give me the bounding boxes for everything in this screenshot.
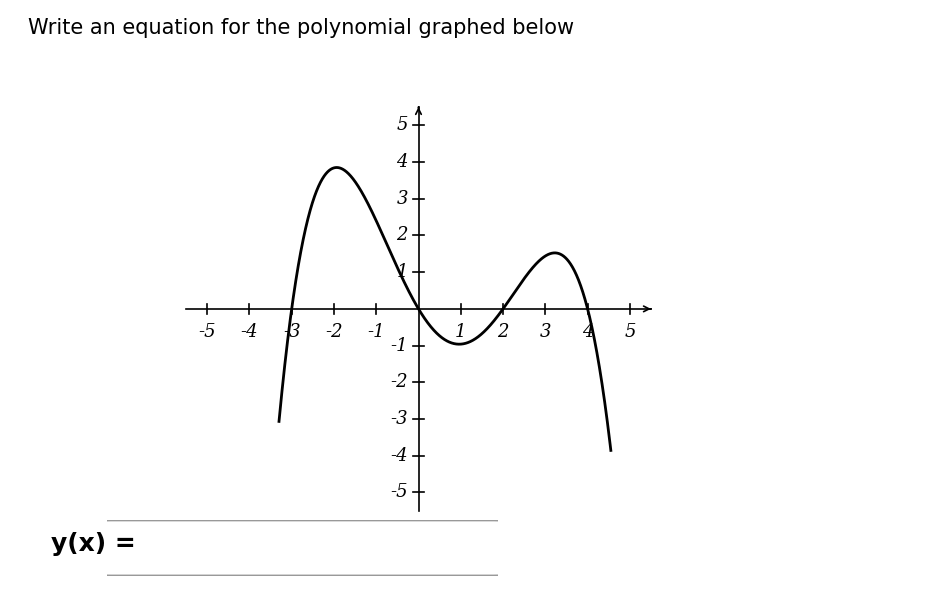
Text: -4: -4 [241, 323, 259, 341]
Text: 5: 5 [624, 323, 635, 341]
Text: -4: -4 [391, 447, 408, 465]
Text: -5: -5 [198, 323, 216, 341]
Text: 3: 3 [539, 323, 551, 341]
Text: Write an equation for the polynomial graphed below: Write an equation for the polynomial gra… [28, 18, 574, 38]
Text: -3: -3 [391, 410, 408, 428]
Text: -3: -3 [283, 323, 300, 341]
Text: 4: 4 [582, 323, 593, 341]
Text: -1: -1 [367, 323, 385, 341]
Text: 1: 1 [396, 263, 408, 281]
Text: -1: -1 [391, 337, 408, 355]
Text: -2: -2 [326, 323, 343, 341]
Text: -5: -5 [391, 484, 408, 501]
Text: 2: 2 [498, 323, 509, 341]
Text: y(x) =: y(x) = [51, 532, 136, 555]
Text: 3: 3 [396, 189, 408, 208]
FancyBboxPatch shape [95, 520, 510, 576]
Text: 2: 2 [396, 226, 408, 245]
Text: 5: 5 [396, 116, 408, 134]
Text: 1: 1 [455, 323, 467, 341]
Text: -2: -2 [391, 373, 408, 391]
Text: 4: 4 [396, 153, 408, 171]
